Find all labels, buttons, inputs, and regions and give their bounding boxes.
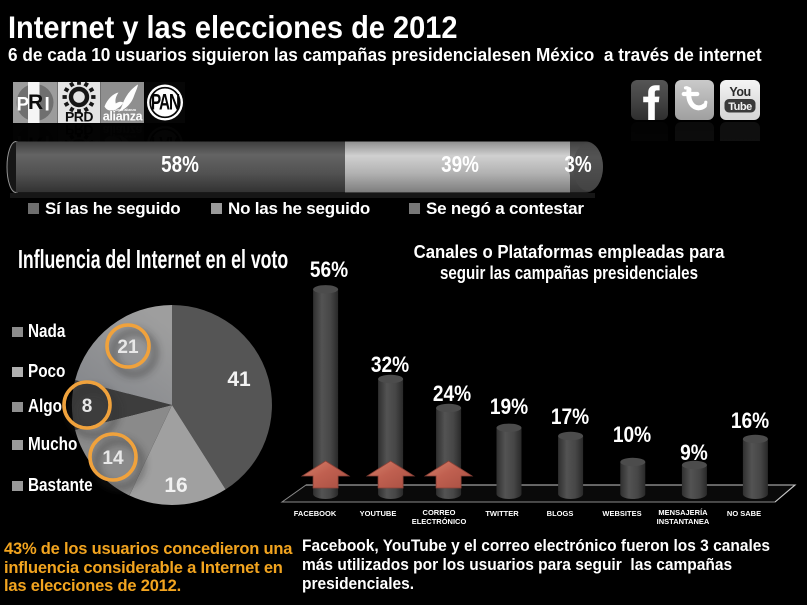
svg-text:alianza: alianza — [103, 110, 144, 124]
svg-text:41: 41 — [227, 368, 251, 391]
svg-text:21: 21 — [117, 337, 139, 358]
svg-text:P: P — [17, 95, 30, 116]
svg-text:PRD: PRD — [65, 109, 93, 125]
svg-text:14: 14 — [102, 448, 124, 469]
svg-text:R: R — [28, 91, 43, 114]
svg-text:You: You — [729, 85, 750, 99]
svg-text:16: 16 — [164, 474, 187, 497]
svg-text:Tube: Tube — [728, 101, 752, 113]
svg-text:nueva alianza: nueva alianza — [113, 108, 136, 112]
svg-text:8: 8 — [82, 396, 93, 417]
svg-text:I: I — [45, 95, 50, 116]
svg-text:PAN: PAN — [151, 91, 180, 115]
